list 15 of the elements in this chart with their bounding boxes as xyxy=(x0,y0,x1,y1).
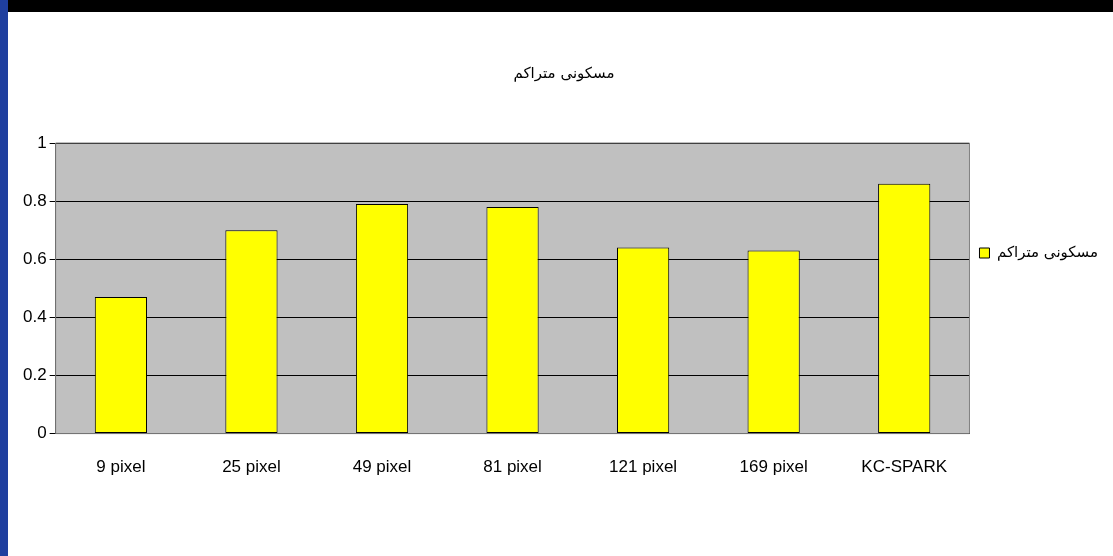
y-tick-label: 0.4 xyxy=(22,307,47,327)
x-tick-label: 169 pixel xyxy=(739,457,808,477)
x-tick-label: 121 pixel xyxy=(609,457,678,477)
y-tick-label: 0.6 xyxy=(22,248,47,268)
x-tick-label: 49 pixel xyxy=(352,457,412,477)
chart-title: مسکونی متراکم xyxy=(513,63,615,82)
y-tick-label: 1 xyxy=(37,132,47,152)
legend-label: مسکونی متراکم xyxy=(996,242,1099,261)
y-tick-label: 0.2 xyxy=(22,365,47,385)
y-tick-label: 0 xyxy=(37,423,47,443)
x-tick-label: 81 pixel xyxy=(483,457,542,477)
x-tick-label: 25 pixel xyxy=(222,457,281,477)
x-tick-label: 9 pixel xyxy=(96,457,146,477)
x-tick-label: KC-SPARK xyxy=(861,457,948,477)
y-tick-label: 0.8 xyxy=(22,190,47,210)
